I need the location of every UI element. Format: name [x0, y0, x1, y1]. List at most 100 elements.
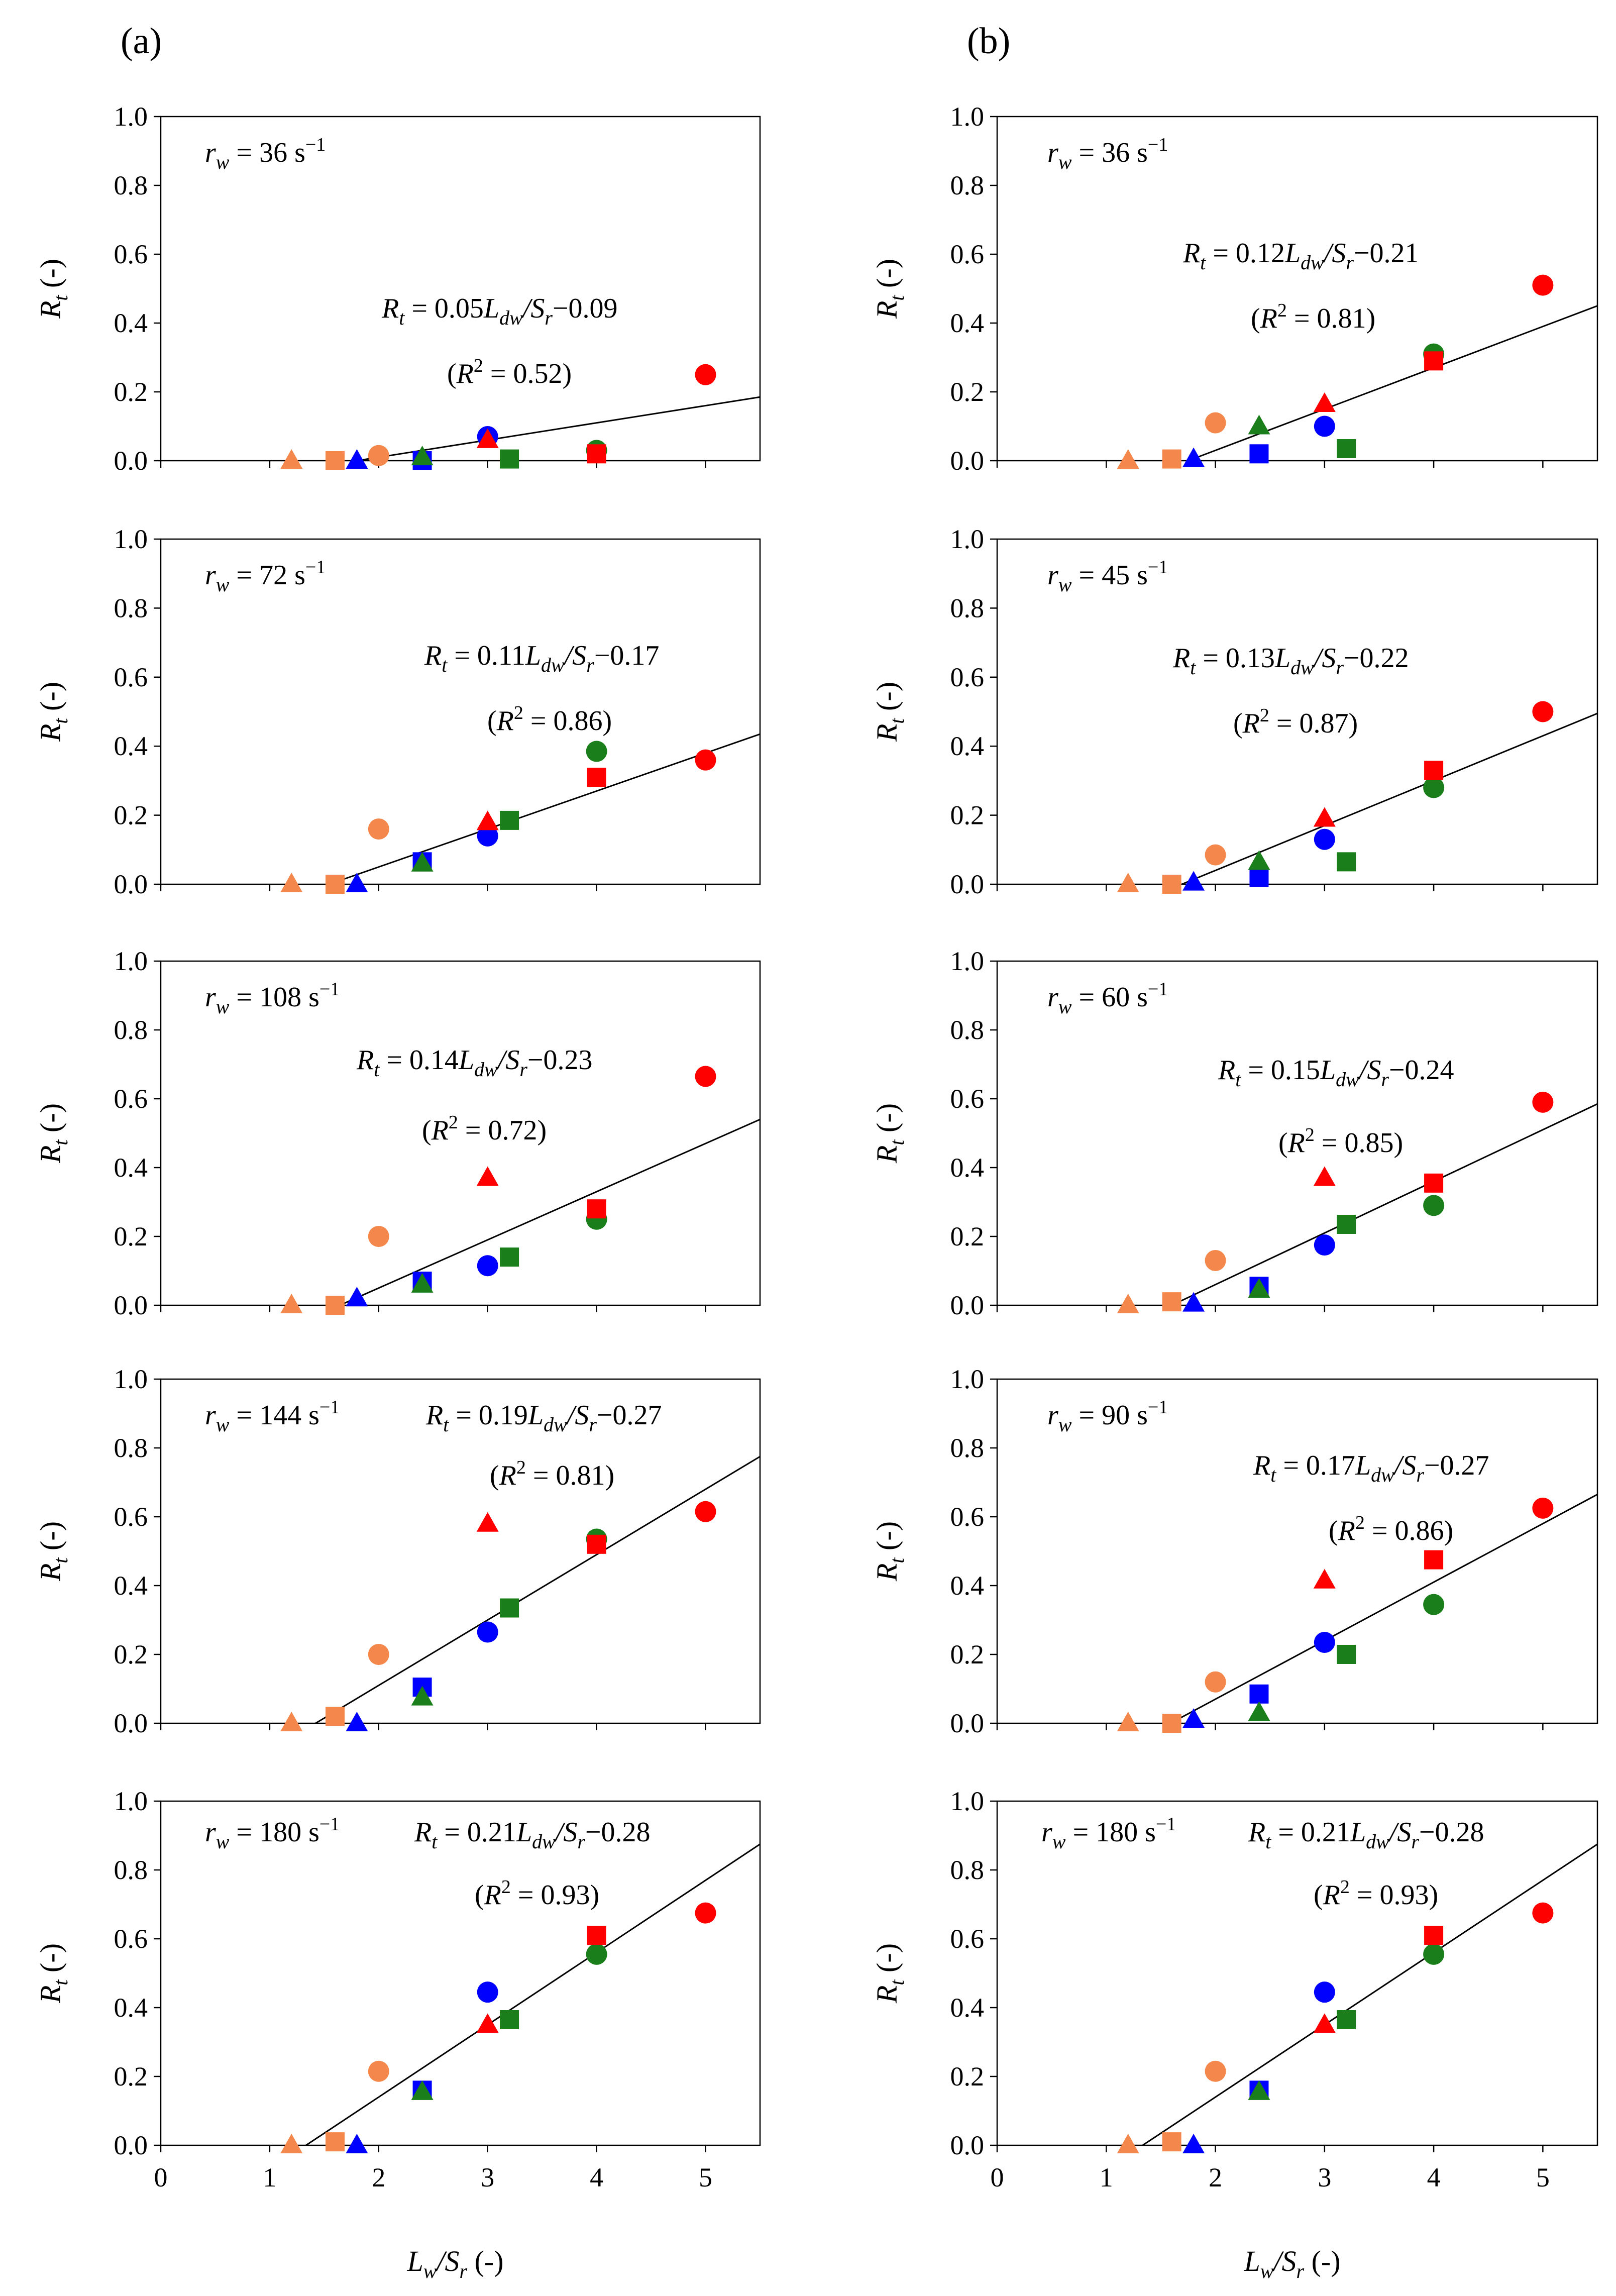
point-red-triangle-b2: [1313, 807, 1336, 827]
point-red-square-b5: [1424, 1926, 1444, 1945]
point-red-circle-a5: [695, 1902, 716, 1924]
point-orange-triangle-b1: [1117, 449, 1139, 469]
point-orange-circle-b3: [1205, 1249, 1226, 1271]
y-tick-label-b5: 0.2: [950, 2061, 985, 2092]
point-red-triangle-a3: [476, 1166, 499, 1186]
point-red-triangle-a1: [476, 428, 499, 448]
point-orange-square-b3: [1162, 1292, 1181, 1312]
point-green-square-b2: [1337, 852, 1356, 872]
rw-label-b5: rw = 180 s−1: [1041, 1814, 1176, 1853]
y-tick-label-a5: 0.0: [114, 2130, 148, 2160]
plot-frame-a2: [160, 538, 761, 885]
point-blue-circle-b4: [1314, 1632, 1335, 1653]
point-orange-circle-a5: [368, 2060, 389, 2082]
point-orange-square-b1: [1162, 449, 1181, 469]
fit-line-b1: [1188, 305, 1598, 462]
point-red-circle-a1: [695, 364, 716, 385]
x-axis-label-a: Lw/Sr (-): [406, 2245, 503, 2282]
y-tick-label-b5: 0.6: [950, 1924, 985, 1954]
y-tick-label-b1: 0.4: [950, 308, 985, 338]
point-blue-circle-a5: [477, 1981, 498, 2003]
point-orange-triangle-b3: [1117, 1294, 1139, 1313]
point-green-circle-a5: [586, 1943, 607, 1965]
point-orange-triangle-a4: [280, 1712, 303, 1731]
r-squared-b4: (R2 = 0.86): [1329, 1512, 1453, 1546]
plot-frame-b1: [996, 116, 1598, 462]
fit-line-b3: [1171, 1103, 1598, 1306]
point-red-circle-b3: [1532, 1091, 1554, 1113]
point-blue-circle-b1: [1314, 415, 1335, 437]
y-tick-label-b2: 0.8: [950, 593, 985, 623]
plot-frame-b4: [996, 1378, 1598, 1724]
plot-frame-a1: [160, 116, 761, 462]
point-green-triangle-a4: [411, 1686, 434, 1706]
y-tick-label-a5: 0.2: [114, 2061, 148, 2092]
y-tick-label-a1: 0.2: [114, 377, 148, 407]
y-tick-label-a5: 0.8: [114, 1855, 148, 1885]
y-tick-label-b4: 0.0: [950, 1708, 985, 1738]
point-green-square-b5: [1337, 2010, 1356, 2029]
equation-a5: Rt = 0.21Ldw/Sr−0.28: [414, 1817, 651, 1853]
fit-line-a4: [315, 1455, 761, 1724]
plot-frame-a5: [160, 1800, 761, 2146]
point-orange-circle-a1: [368, 445, 389, 466]
point-green-circle-b4: [1423, 1594, 1445, 1615]
point-green-square-b4: [1337, 1645, 1356, 1664]
r-squared-b1: (R2 = 0.81): [1251, 300, 1375, 334]
point-orange-square-b5: [1162, 2132, 1181, 2152]
y-tick-label-a4: 0.6: [114, 1502, 148, 1532]
y-tick-label-a5: 0.4: [114, 1993, 148, 2023]
point-orange-triangle-b2: [1117, 873, 1139, 892]
y-tick-label-b2: 0.2: [950, 800, 985, 830]
rw-label-b4: rw = 90 s−1: [1047, 1397, 1168, 1436]
y-axis-label-b2: Rt (-): [871, 682, 908, 742]
point-green-triangle-b5: [1248, 2080, 1270, 2100]
point-orange-triangle-a1: [280, 449, 303, 469]
y-tick-label-a3: 0.8: [114, 1015, 148, 1045]
point-orange-square-a1: [326, 451, 345, 470]
point-red-square-a3: [587, 1199, 606, 1219]
point-green-square-a5: [500, 2010, 519, 2029]
x-axis-label-b: Lw/Sr (-): [1243, 2245, 1340, 2282]
y-tick-label-a1: 0.4: [114, 308, 148, 338]
y-axis-label-a4: Rt (-): [34, 1521, 72, 1582]
point-blue-square-b4: [1249, 1684, 1269, 1704]
point-green-circle-b3: [1423, 1195, 1445, 1216]
y-tick-label-b4: 0.2: [950, 1639, 985, 1669]
fit-line-a1: [357, 396, 761, 462]
point-red-square-a2: [587, 768, 606, 787]
x-tick-label-b5: 2: [1209, 2162, 1222, 2193]
point-orange-square-a3: [326, 1296, 345, 1315]
plot-frame-a3: [160, 960, 761, 1306]
equation-b3: Rt = 0.15Ldw/Sr−0.24: [1218, 1055, 1454, 1091]
y-tick-label-a2: 1.0: [114, 524, 148, 554]
y-tick-label-a3: 0.4: [114, 1153, 148, 1183]
r-squared-a3: (R2 = 0.72): [422, 1112, 547, 1146]
y-tick-label-a2: 0.0: [114, 869, 148, 899]
point-red-triangle-a5: [476, 2013, 499, 2033]
point-blue-square-b2: [1249, 868, 1269, 887]
y-axis-label-a3: Rt (-): [34, 1103, 72, 1164]
x-tick-label-a5: 2: [372, 2162, 385, 2193]
point-green-square-a1: [500, 449, 519, 469]
x-tick-label-b5: 0: [991, 2162, 1004, 2193]
y-tick-label-b3: 0.0: [950, 1290, 985, 1320]
y-tick-label-a4: 0.8: [114, 1433, 148, 1463]
point-blue-triangle-a4: [346, 1712, 368, 1731]
x-tick-label-b5: 5: [1536, 2162, 1550, 2193]
y-axis-label-b3: Rt (-): [871, 1103, 908, 1164]
y-tick-label-b1: 0.0: [950, 446, 985, 476]
y-tick-label-b5: 0.0: [950, 2130, 985, 2160]
point-green-triangle-a1: [411, 446, 434, 466]
y-tick-label-b2: 1.0: [950, 524, 985, 554]
point-red-triangle-b5: [1313, 2013, 1336, 2033]
plot-frame-a4: [160, 1378, 761, 1724]
y-tick-label-a2: 0.4: [114, 731, 148, 761]
x-tick-label-a5: 5: [699, 2162, 712, 2193]
point-blue-triangle-b5: [1182, 2134, 1205, 2153]
y-tick-label-b1: 0.2: [950, 377, 985, 407]
y-tick-label-b4: 1.0: [950, 1364, 985, 1394]
y-tick-label-a4: 1.0: [114, 1364, 148, 1394]
point-blue-triangle-b1: [1182, 447, 1205, 467]
